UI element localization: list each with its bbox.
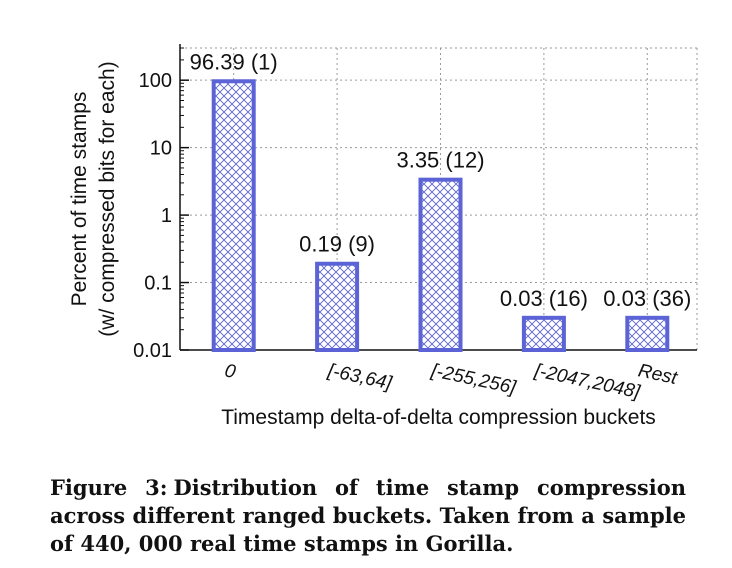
y-tick-label: 10	[150, 138, 172, 160]
labels: 0.01 0.1 1 10 100 96.39 (1) 0.19 (9) 3.35 (12) 0…	[68, 49, 691, 429]
bar	[315, 261, 360, 353]
y-tick-label: 0.01	[133, 340, 172, 362]
bars	[211, 79, 670, 353]
x-axis-label: Timestamp delta-of-delta compression buc…	[221, 406, 656, 429]
bar-value-label: 0.03 (36)	[603, 286, 691, 311]
y-tick-label: 0.1	[144, 273, 172, 295]
bar-chart: 0.01 0.1 1 10 100 96.39 (1) 0.19 (9) 3.35 (12) 0…	[68, 44, 698, 429]
bar-value-label: 0.19 (9)	[299, 232, 375, 257]
bar	[418, 177, 463, 352]
bar	[521, 315, 566, 352]
bar-value-label: 0.03 (16)	[500, 286, 588, 311]
caption-label: Figure 3:	[50, 475, 168, 500]
y-axis-label: Percent of time stamps	[68, 92, 91, 307]
x-category-label: 0	[223, 360, 238, 383]
figure-caption: Figure 3: Distribution of time stamp comp…	[50, 474, 686, 558]
bar-value-label: 96.39 (1)	[190, 49, 278, 74]
x-category-label: [-255,256]	[428, 360, 518, 399]
bar	[625, 315, 670, 352]
y-tick-label: 100	[139, 70, 172, 92]
x-category-label: [-2047,2048]	[532, 360, 642, 403]
x-category-label: [-63,64]	[325, 360, 394, 394]
bar	[211, 79, 256, 353]
y-tick-label: 1	[161, 205, 172, 227]
y-axis-label-secondary: (w/ compressed bits for each)	[96, 61, 119, 336]
caption-text: Distribution of time stamp compression a…	[50, 475, 686, 556]
bar-value-label: 3.35 (12)	[396, 148, 484, 173]
x-category-label: Rest	[636, 360, 679, 389]
